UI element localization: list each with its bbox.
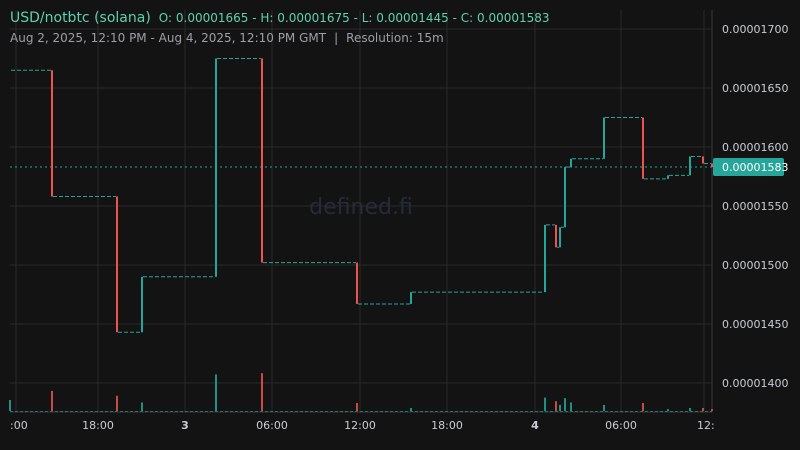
x-tick-label: 12:	[697, 419, 715, 432]
y-tick-label: 0.00001450	[722, 318, 788, 331]
x-tick-label: 12:00	[344, 419, 376, 432]
x-tick-label: :00	[10, 419, 28, 432]
volume-bar	[559, 404, 561, 411]
volume-bar	[570, 402, 572, 411]
volume-bar	[9, 400, 11, 411]
volume-bar	[667, 409, 669, 411]
y-tick-label: 0.00001550	[722, 200, 788, 213]
volume-bar	[261, 373, 263, 411]
x-tick-label: 06:00	[605, 419, 637, 432]
last-price-label: 0.00001583	[722, 161, 788, 174]
volume-bar	[544, 397, 546, 411]
y-tick-label: 0.00001600	[722, 141, 788, 154]
volume-bar	[51, 390, 53, 411]
volume-bar	[116, 395, 118, 411]
y-tick-label: 0.00001700	[722, 23, 788, 36]
volume-bar	[564, 398, 566, 411]
volume-bar	[555, 401, 557, 411]
x-tick-label: 18:00	[82, 419, 114, 432]
y-tick-label: 0.00001650	[722, 82, 788, 95]
x-tick-label: 18:00	[431, 419, 463, 432]
volume-bar	[603, 404, 605, 411]
x-tick-label: 4	[531, 419, 539, 432]
volume-bar	[702, 407, 704, 411]
x-tick-label: 3	[181, 419, 189, 432]
volume-bar	[215, 374, 217, 411]
volume-bar	[711, 409, 713, 411]
last-price-badge[interactable]	[713, 158, 784, 177]
y-tick-label: 0.00001500	[722, 259, 788, 272]
x-tick-label: 06:00	[256, 419, 288, 432]
volume-bar	[689, 407, 691, 411]
watermark: defined.fi	[309, 195, 413, 220]
volume-bar	[642, 403, 644, 411]
volume-bar	[141, 402, 143, 411]
y-tick-label: 0.00001400	[722, 377, 788, 390]
volume-bar	[356, 403, 358, 411]
volume-bar	[410, 407, 412, 411]
